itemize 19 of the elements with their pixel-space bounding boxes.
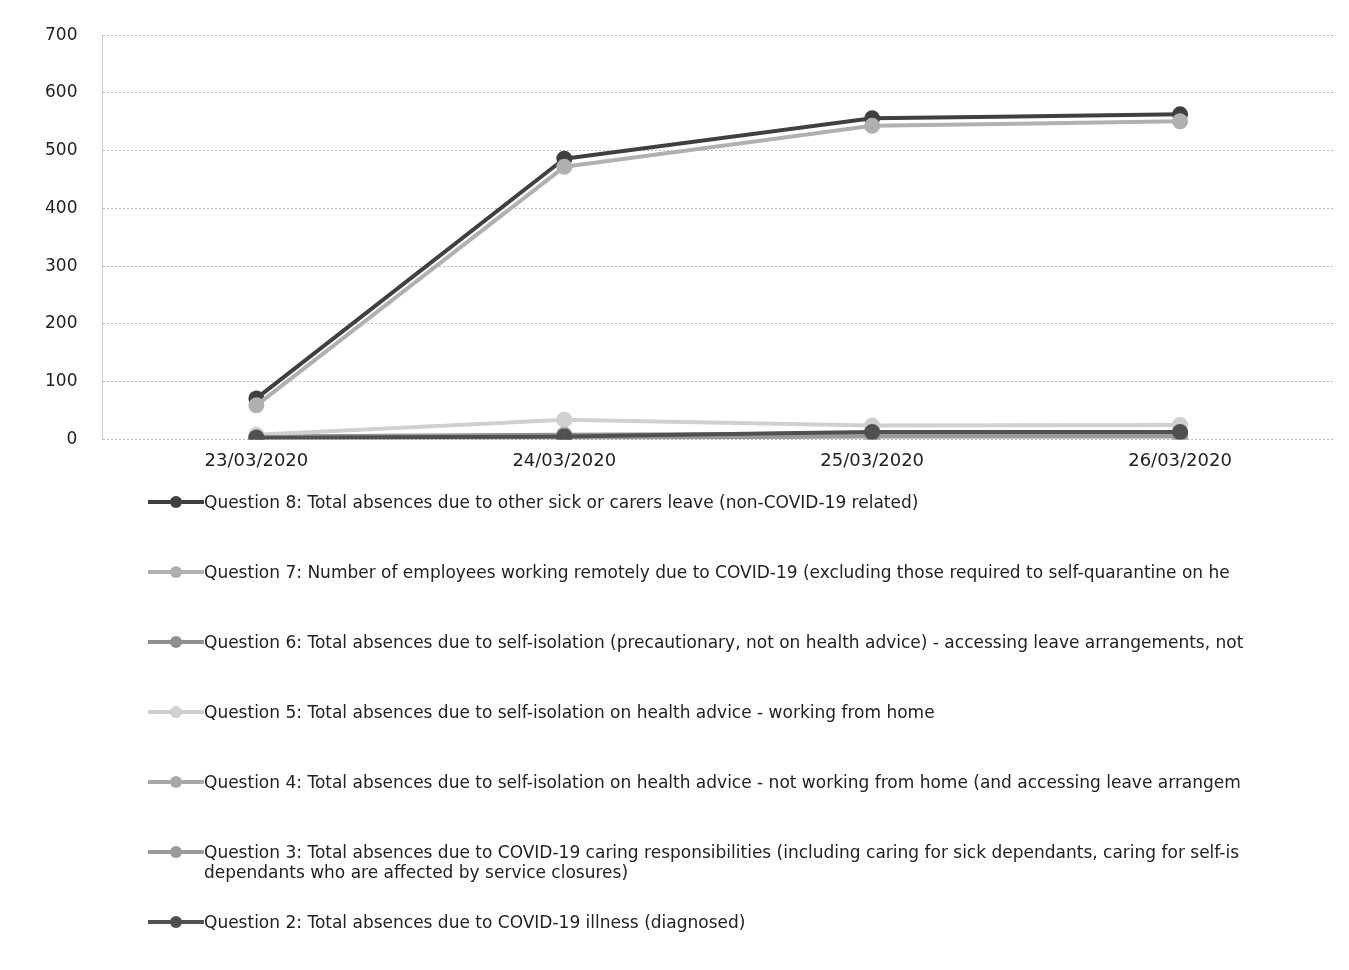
y-tick-label: 100: [44, 370, 78, 391]
legend-label: Question 7: Number of employees working remotely due to COVID-19 (excluding those required to self-quarantine on he: [204, 562, 1230, 582]
y-tick-label: 500: [44, 139, 78, 160]
legend-label: Question 6: Total absences due to self-isolation (precautionary, not on health advice) - accessing leave arrangements, not: [204, 632, 1244, 652]
y-tick-label: 400: [44, 196, 78, 217]
y-tick-label: 700: [44, 23, 78, 44]
legend-label: Question 5: Total absences due to self-isolation on health advice - working from home: [204, 702, 935, 722]
x-tick-label: 26/03/2020: [1128, 448, 1232, 470]
y-tick-label: 200: [44, 312, 78, 333]
y-tick-label: 600: [44, 81, 78, 102]
legend-label: Question 3: Total absences due to COVID-19 caring responsibilities (including caring for sick dependants, caring for self-is dependants who are affected by service closures): [204, 842, 1241, 882]
legend-label: Question 8: Total absences due to other sick or carers leave (non-COVID-19 related): [204, 492, 919, 512]
x-tick-label: 23/03/2020: [204, 448, 309, 470]
x-tick-label: 25/03/2020: [820, 448, 925, 470]
legend-label: Question 4: Total absences due to self-isolation on health advice - not working from home (and accessing leave arrangem: [204, 772, 1241, 792]
legend-label: Question 2: Total absences due to COVID-19 illness (diagnosed): [204, 912, 746, 932]
x-tick-label: 24/03/2020: [512, 448, 617, 470]
y-tick-label: 0: [66, 427, 78, 448]
y-tick-label: 300: [44, 254, 78, 275]
